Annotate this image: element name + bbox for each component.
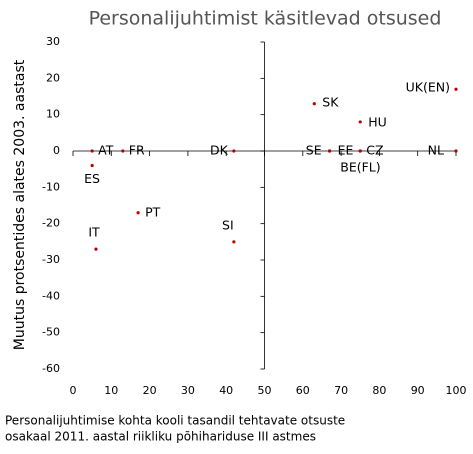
point-label: UK(EN) (406, 80, 450, 95)
point-label: DK (210, 143, 229, 158)
point-label: SI (222, 217, 234, 232)
point (94, 247, 98, 251)
point-label: CZ (366, 143, 383, 158)
point (90, 149, 94, 153)
y-tick-label: 0 (53, 144, 60, 157)
y-tick-label: 10 (46, 108, 60, 121)
point (232, 149, 236, 153)
y-tick-label: -30 (42, 253, 60, 266)
point-label: HU (368, 114, 387, 129)
x-tick-label: 50 (258, 384, 272, 397)
x-tick-label: 70 (334, 384, 348, 397)
chart-title: Personalijuhtimist käsitlevad otsused (89, 8, 442, 30)
x-tick-label: 10 (104, 384, 118, 397)
x-tick-label: 90 (411, 384, 425, 397)
point-label: NL (428, 143, 444, 158)
y-tick-label: -50 (42, 326, 60, 339)
point-label: BE(FL) (340, 160, 380, 175)
point-label: ES (84, 171, 100, 186)
y-tick-label: -40 (42, 289, 60, 302)
point-label: AT (98, 143, 114, 158)
point (232, 240, 236, 244)
x-tick-label: 40 (219, 384, 233, 397)
y-tick-label: -10 (42, 180, 60, 193)
point (90, 163, 94, 168)
x-axis-label: Personalijuhtimise kohta kooli tasandil … (5, 414, 345, 428)
x-tick-label: 100 (446, 384, 467, 397)
y-axis-label: Muutus protsentides alates 2003. aastast (12, 59, 28, 350)
y-tick-label: 30 (46, 35, 60, 48)
point-label: EE (338, 143, 354, 158)
point (358, 120, 362, 124)
x-tick-label: 60 (296, 384, 310, 397)
point (121, 149, 125, 153)
point (454, 149, 458, 153)
y-tick-label: -20 (42, 217, 60, 230)
point (312, 102, 316, 106)
x-tick-label: 20 (143, 384, 157, 397)
point (358, 149, 362, 153)
point-label: PT (145, 204, 161, 219)
x-tick-label: 80 (372, 384, 386, 397)
point-label: IT (88, 225, 100, 240)
y-tick-label: 20 (46, 71, 60, 84)
point-label: SK (322, 94, 339, 109)
y-tick-label: -60 (42, 362, 60, 375)
point (328, 149, 332, 153)
point-label: FR (129, 143, 145, 158)
x-tick-label: 30 (181, 384, 195, 397)
x-axis-label: osakaal 2011. aastal riikliku põhiharidu… (5, 430, 316, 444)
point (136, 211, 140, 215)
point (454, 87, 458, 91)
point-label: SE (306, 143, 322, 158)
x-tick-label: 0 (70, 384, 77, 397)
